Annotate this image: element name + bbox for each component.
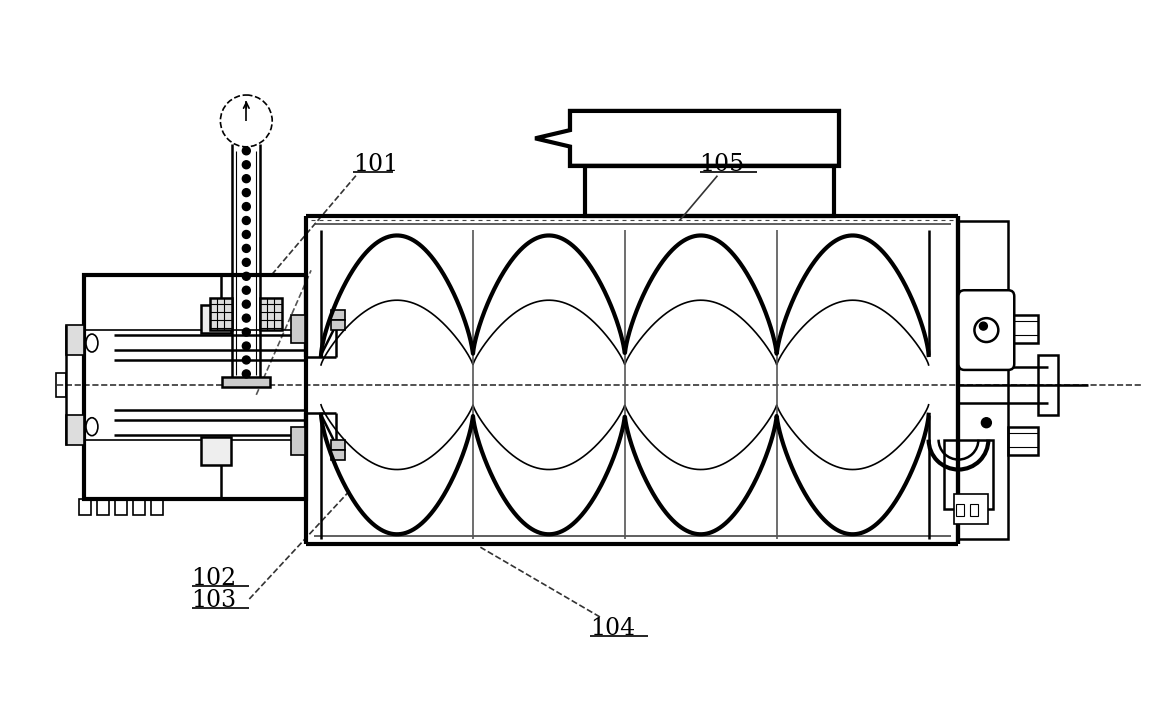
Bar: [1009, 427, 1039, 454]
Bar: [585, 165, 834, 215]
Circle shape: [242, 286, 250, 294]
Circle shape: [242, 356, 250, 364]
Circle shape: [242, 259, 250, 266]
Text: 102: 102: [192, 567, 237, 590]
Circle shape: [242, 328, 250, 336]
Bar: [66, 325, 84, 355]
FancyBboxPatch shape: [959, 290, 1014, 370]
Bar: [202, 437, 231, 465]
Circle shape: [242, 203, 250, 210]
Bar: [223, 377, 270, 387]
Bar: [78, 499, 91, 515]
Circle shape: [242, 342, 250, 350]
Circle shape: [242, 161, 250, 169]
Bar: [1009, 315, 1039, 343]
Bar: [57, 373, 66, 397]
Circle shape: [242, 217, 250, 224]
Bar: [202, 305, 231, 333]
Bar: [331, 320, 345, 330]
Circle shape: [242, 370, 250, 378]
Bar: [97, 499, 108, 515]
Circle shape: [242, 300, 250, 308]
Text: 103: 103: [192, 589, 237, 612]
Bar: [133, 499, 144, 515]
Bar: [115, 499, 127, 515]
Bar: [953, 494, 988, 524]
Bar: [210, 298, 232, 330]
Bar: [570, 111, 839, 165]
Bar: [957, 505, 965, 517]
Circle shape: [242, 189, 250, 196]
Bar: [331, 440, 345, 449]
Text: 105: 105: [699, 153, 744, 176]
Bar: [944, 440, 994, 510]
Circle shape: [242, 272, 250, 280]
Bar: [261, 298, 283, 330]
Bar: [84, 275, 306, 499]
Bar: [151, 499, 163, 515]
Bar: [331, 310, 345, 320]
Circle shape: [242, 147, 250, 155]
Bar: [1039, 355, 1058, 415]
Circle shape: [980, 322, 988, 330]
Bar: [959, 221, 1009, 539]
Bar: [66, 415, 84, 444]
Text: 101: 101: [353, 153, 398, 176]
Circle shape: [242, 245, 250, 252]
Polygon shape: [535, 111, 839, 165]
Bar: [291, 427, 305, 454]
Text: 104: 104: [590, 617, 635, 640]
Circle shape: [242, 231, 250, 238]
Bar: [291, 315, 305, 343]
Bar: [971, 505, 979, 517]
Circle shape: [242, 314, 250, 322]
Circle shape: [981, 418, 991, 428]
Circle shape: [242, 175, 250, 183]
Bar: [331, 449, 345, 460]
